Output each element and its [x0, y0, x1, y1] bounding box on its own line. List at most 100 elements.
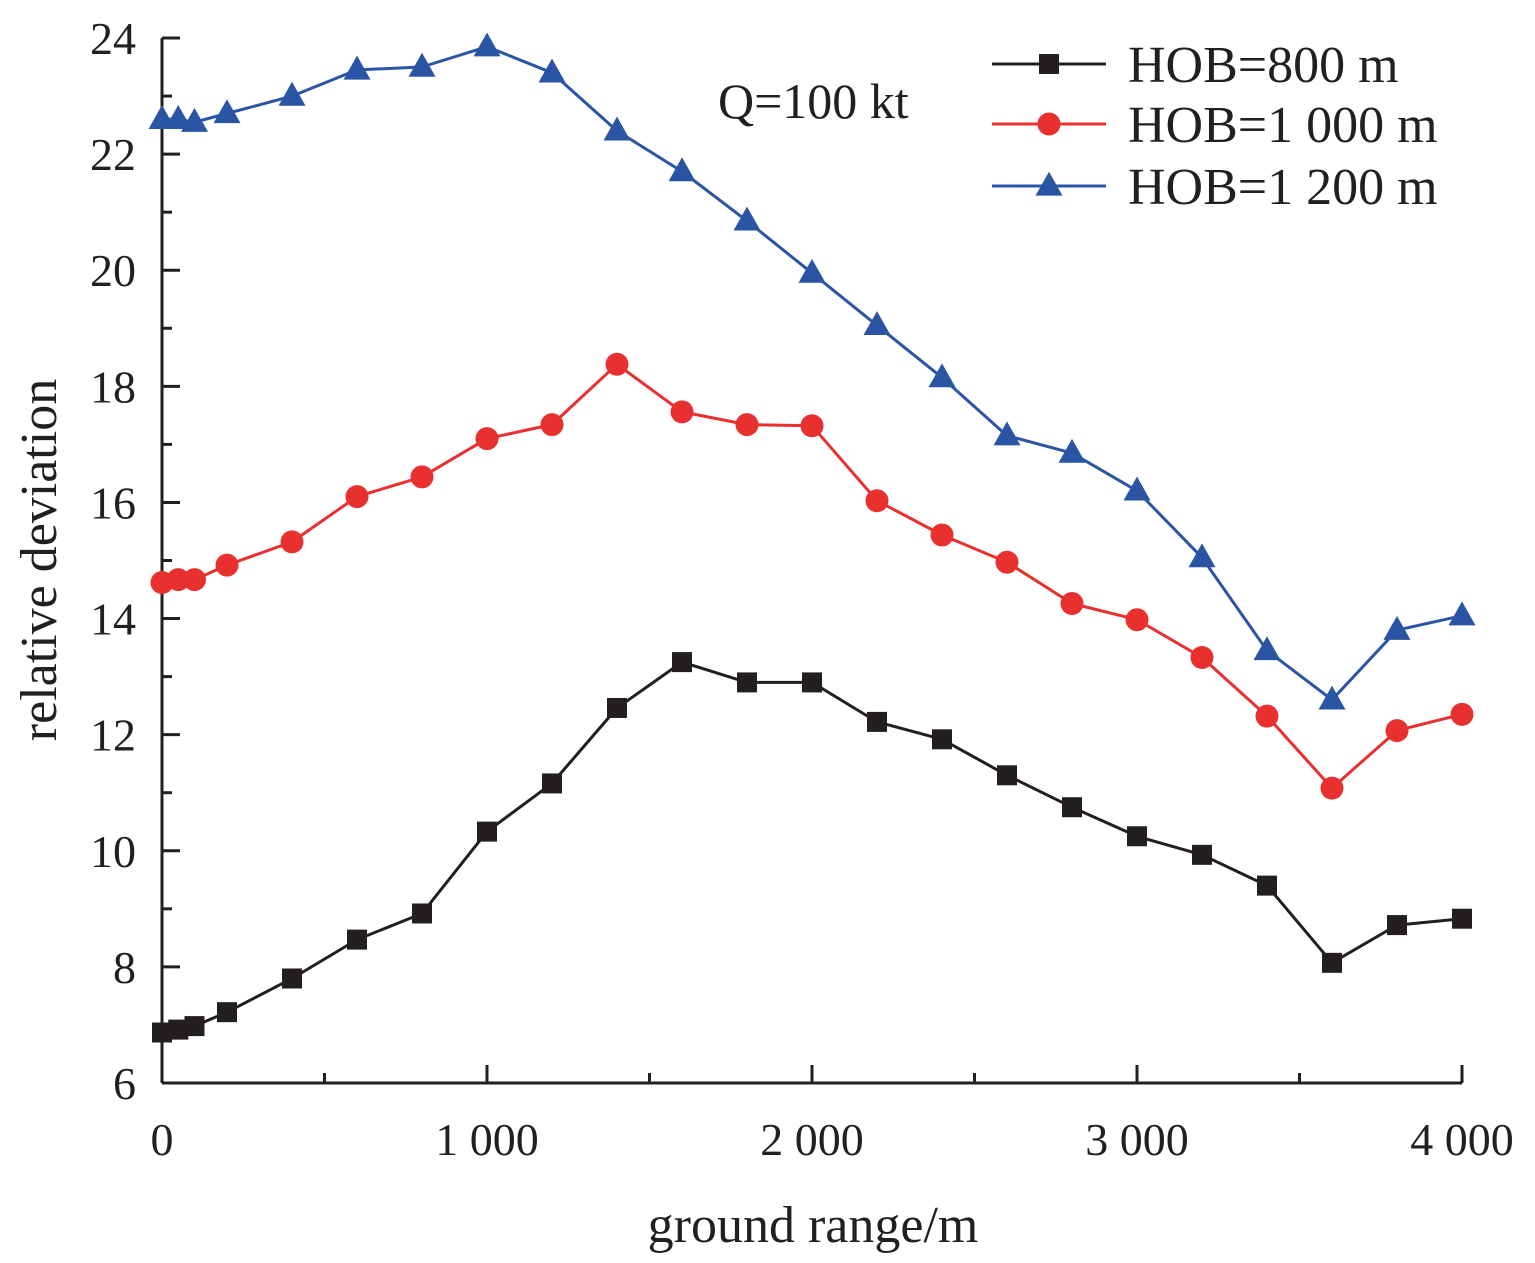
series-2-point-1600 [670, 400, 694, 424]
series-3-point-3400 [1253, 636, 1281, 661]
x-tick-label-4000: 4 000 [1410, 1114, 1514, 1165]
series-2-point-3800 [1385, 719, 1409, 743]
series-1 [152, 652, 1472, 1043]
series-1-point-1600 [672, 652, 692, 673]
series-2-point-1400 [605, 352, 629, 376]
series-1-point-1000 [477, 821, 497, 842]
series-3-point-1200 [538, 58, 566, 83]
legend-item-2: HOB=1 000 m [992, 97, 1438, 154]
series-2-point-3200 [1190, 645, 1214, 669]
series-1-point-2600 [997, 765, 1017, 786]
legend-label-1: HOB=800 m [1128, 37, 1399, 94]
y-tick-label-10: 10 [90, 826, 136, 877]
series-2-point-2000 [800, 414, 824, 438]
y-tick-label-18: 18 [90, 361, 136, 412]
series-2-point-200 [215, 553, 239, 577]
y-tick-label-12: 12 [90, 710, 136, 761]
series-1-point-200 [217, 1002, 237, 1023]
series-1-point-2000 [802, 672, 822, 693]
series-1-point-4000 [1452, 908, 1472, 929]
series-2-point-1000 [475, 427, 499, 451]
y-tick-label-14: 14 [90, 594, 136, 645]
series-3-point-200 [213, 99, 241, 124]
series-2-point-3000 [1125, 608, 1149, 632]
y-tick-label-8: 8 [113, 942, 136, 993]
series-1-point-2400 [932, 729, 952, 750]
series-1-point-800 [412, 903, 432, 924]
series-3-point-2600 [993, 421, 1021, 446]
series-2-point-800 [410, 465, 434, 489]
legend-marker-2 [1037, 112, 1061, 136]
series-1-point-600 [347, 929, 367, 950]
x-axis-title: ground range/m [648, 1197, 979, 1254]
x-axis-ticks: 0 1 000 2 000 3 000 4 000 [151, 1065, 1514, 1165]
series-layer [148, 32, 1476, 1043]
series-3-point-2200 [863, 311, 891, 336]
series-3-point-100 [181, 107, 208, 132]
y-tick-label-22: 22 [90, 129, 136, 180]
series-1-point-2200 [867, 711, 887, 732]
annotation-label: Q=100 kt [718, 73, 909, 129]
series-1-point-100 [184, 1016, 205, 1037]
series-3-point-2400 [928, 363, 956, 388]
series-1-point-50 [168, 1019, 189, 1040]
series-3-point-400 [278, 81, 306, 106]
x-tick-label-2000: 2 000 [760, 1114, 864, 1165]
series-3-point-1800 [733, 206, 761, 231]
legend-item-1: HOB=800 m [992, 37, 1399, 94]
series-2-point-400 [280, 530, 304, 554]
series-2-point-3600 [1320, 776, 1344, 800]
series-2 [150, 352, 1474, 800]
legend-item-3: HOB=1 200 m [992, 159, 1438, 216]
x-tick-label-0: 0 [151, 1114, 174, 1165]
series-2-point-100 [183, 568, 206, 592]
series-3-point-2000 [798, 258, 826, 283]
series-2-point-1200 [540, 413, 564, 437]
y-tick-label-6: 6 [113, 1058, 136, 1109]
series-3-point-600 [343, 55, 371, 80]
series-2-point-2200 [865, 489, 889, 513]
series-3-point-1400 [603, 116, 631, 141]
legend-label-2: HOB=1 000 m [1128, 97, 1438, 154]
series-2-point-4000 [1450, 702, 1474, 726]
legend-label-3: HOB=1 200 m [1128, 159, 1438, 216]
series-2-point-2800 [1060, 591, 1084, 615]
series-1-point-1200 [542, 773, 562, 794]
series-1-point-3600 [1322, 952, 1342, 973]
series-1-point-3000 [1127, 826, 1147, 847]
series-3-point-3800 [1383, 615, 1411, 640]
series-1-point-1400 [607, 697, 627, 718]
series-1-point-3800 [1387, 915, 1407, 936]
series-3-point-800 [408, 52, 436, 77]
series-1-point-0 [152, 1022, 172, 1043]
series-2-point-600 [345, 485, 369, 509]
series-2-point-2400 [930, 523, 954, 547]
series-1-point-400 [282, 968, 302, 989]
x-tick-label-1000: 1 000 [435, 1114, 539, 1165]
plot-area: 0 1 000 2 000 3 000 4 000 6 8 10 12 14 16 18 20 22 24 [90, 13, 1514, 1165]
series-3-point-4000 [1448, 601, 1476, 626]
legend-marker-1 [1039, 54, 1059, 74]
y-tick-label-20: 20 [90, 245, 136, 296]
legend-marker-3 [1035, 171, 1063, 196]
series-2-point-2600 [995, 550, 1019, 574]
series-1-point-1800 [737, 672, 757, 693]
series-2-point-1800 [735, 413, 759, 437]
y-axis-ticks: 6 8 10 12 14 16 18 20 22 24 [90, 13, 180, 1109]
series-3-point-2800 [1058, 438, 1086, 463]
y-tick-label-24: 24 [90, 13, 136, 64]
series-3 [148, 32, 1476, 710]
y-axis-title: relative deviation [11, 379, 68, 741]
series-1-point-2800 [1062, 797, 1082, 818]
series-1-point-3400 [1257, 875, 1277, 896]
series-3-point-1600 [668, 157, 696, 182]
x-tick-label-3000: 3 000 [1085, 1114, 1189, 1165]
series-3-point-1000 [473, 32, 501, 57]
series-2-point-50 [166, 568, 190, 592]
series-3-point-3200 [1188, 543, 1216, 568]
series-3-point-50 [164, 105, 192, 129]
series-3-point-3000 [1123, 476, 1151, 501]
series-2-point-3400 [1255, 704, 1279, 728]
